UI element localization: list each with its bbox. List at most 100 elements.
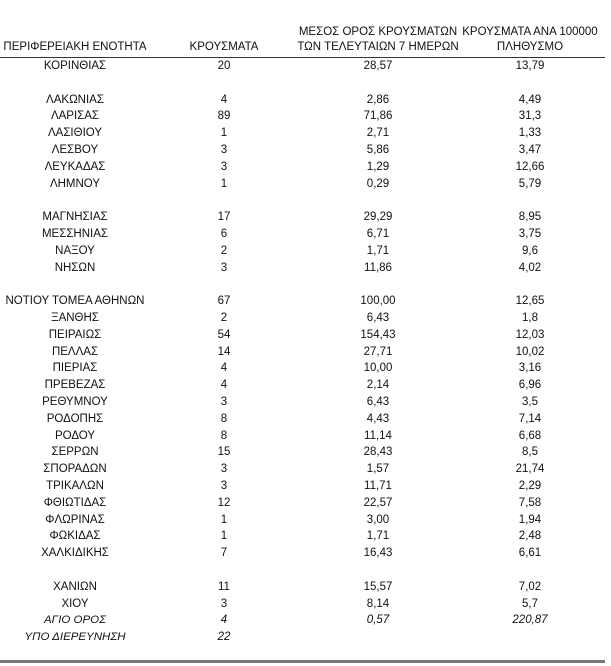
table-row: ΠΡΕΒΕΖΑΣ 4 2,14 6,96 <box>0 377 605 394</box>
avg7-cell: 8,14 <box>366 597 390 610</box>
cases-cell: 22 <box>217 631 231 644</box>
avg7-cell: 0,29 <box>366 177 390 190</box>
cases-cell: 4 <box>220 614 228 627</box>
per100k-cell: 2,29 <box>518 480 542 492</box>
table-row: ΛΕΣΒΟΥ 3 5,86 3,47 <box>0 142 605 159</box>
table-row: ΡΟΔΟΠΗΣ 8 4,43 7,14 <box>0 411 605 428</box>
avg7-cell: 11,71 <box>364 480 392 492</box>
per100k-cell: 12,65 <box>515 295 545 308</box>
region-cell: ΠΙΕΡΙΑΣ <box>52 362 98 375</box>
table-row: ΛΕΥΚΑΔΑΣ 3 1,29 12,66 <box>0 159 605 176</box>
table-row: ΦΛΩΡΙΝΑΣ 1 3,00 1,94 <box>0 512 605 529</box>
per100k-cell: 9,6 <box>522 244 538 257</box>
table-row: ΛΑΡΙΣΑΣ 89 71,86 31,3 <box>0 108 605 125</box>
table-row: ΧΙΟΥ 3 8,14 5,7 <box>0 596 605 613</box>
cases-cell: 1 <box>220 127 228 140</box>
avg7-cell: 0,57 <box>366 614 390 627</box>
cases-cell: 3 <box>220 261 228 274</box>
cases-cell: 12 <box>217 496 231 509</box>
region-cell: ΜΕΣΣΗΝΙΑΣ <box>41 228 109 240</box>
avg7-cell: 71,86 <box>363 110 393 123</box>
cases-cell: 4 <box>220 379 228 392</box>
region-cell: ΜΑΓΝΗΣΙΑΣ <box>42 211 108 224</box>
table-row: ΠΕΛΛΑΣ 14 27,71 10,02 <box>0 344 605 361</box>
region-cell: ΝΑΞΟΥ <box>55 244 95 257</box>
cases-cell: 1 <box>220 513 228 526</box>
avg7-cell: 1,29 <box>366 160 390 173</box>
per100k-cell: 21,74 <box>515 463 545 476</box>
region-cell: ΛΑΚΩΝΙΑΣ <box>46 93 104 106</box>
region-cell: ΣΕΡΡΩΝ <box>51 446 99 459</box>
region-cell: ΡΟΔΟΠΗΣ <box>46 412 104 425</box>
table-row: ΛΑΣΙΘΙΟΥ 1 2,71 1,33 <box>0 125 605 142</box>
cases-cell: 3 <box>220 160 228 173</box>
avg7-cell: 11,14 <box>364 429 392 442</box>
region-cell: ΑΓΙΟ ΟΡΟΣ <box>43 614 107 627</box>
avg7-cell: 2,71 <box>366 127 390 140</box>
table-row: ΦΘΙΩΤΙΔΑΣ 12 22,57 7,58 <box>0 495 605 512</box>
table-row: ΜΑΓΝΗΣΙΑΣ 17 29,29 8,95 <box>0 209 605 226</box>
cases-cell: 3 <box>220 463 228 476</box>
cases-cell: 14 <box>217 345 231 358</box>
per100k-cell: 2,48 <box>518 530 542 543</box>
cases-cell: 67 <box>217 295 231 308</box>
per100k-cell: 4,02 <box>518 261 542 274</box>
table-row: ΞΑΝΘΗΣ 2 6,43 1,8 <box>0 310 605 327</box>
table-row: ΣΕΡΡΩΝ 15 28,43 8,5 <box>0 444 605 461</box>
per100k-cell: 6,96 <box>518 379 542 392</box>
cases-cell: 3 <box>220 144 228 156</box>
cases-cell: 54 <box>217 328 231 341</box>
cases-cell: 11 <box>218 580 230 593</box>
per100k-cell: 6,68 <box>518 429 542 442</box>
region-cell: ΦΩΚΙΔΑΣ <box>49 530 101 543</box>
region-cell: ΦΘΙΩΤΙΔΑΣ <box>43 496 107 509</box>
region-cell: ΧΙΟΥ <box>61 597 89 610</box>
per100k-cell: 5,7 <box>522 597 538 610</box>
region-cell: ΦΛΩΡΙΝΑΣ <box>45 513 105 526</box>
avg7-cell: 1,71 <box>366 530 390 543</box>
region-cell: ΝΟΤΙΟΥ ΤΟΜΕΑ ΑΘΗΝΩΝ <box>5 295 145 308</box>
per100k-cell: 220,87 <box>512 614 548 627</box>
cases-cell: 8 <box>220 429 228 442</box>
table-row: ΜΕΣΣΗΝΙΑΣ 6 6,71 3,75 <box>0 226 605 243</box>
cases-cell: 89 <box>217 110 231 123</box>
avg7-cell: 100,00 <box>360 295 396 308</box>
avg7-cell: 5,86 <box>366 144 390 156</box>
region-cell: ΠΕΙΡΑΙΩΣ <box>48 328 102 341</box>
cases-cell: 3 <box>220 597 228 610</box>
per100k-cell: 7,14 <box>518 412 542 425</box>
region-cell: ΛΗΜΝΟΥ <box>49 177 101 190</box>
avg7-cell: 28,43 <box>363 446 393 459</box>
region-cell: ΚΟΡΙΝΘΙΑΣ <box>43 60 107 72</box>
table-row: ΛΑΚΩΝΙΑΣ 4 2,86 4,49 <box>0 92 605 109</box>
cases-cell: 1 <box>220 177 228 190</box>
avg7-cell: 6,43 <box>366 312 390 324</box>
region-cell: ΡΕΘΥΜΝΟΥ <box>42 396 108 408</box>
table-row: ΦΩΚΙΔΑΣ 1 1,71 2,48 <box>0 528 605 545</box>
avg7-cell: 6,71 <box>366 228 390 240</box>
per100k-cell: 13,79 <box>515 60 545 72</box>
region-cell: ΡΟΔΟΥ <box>54 429 96 442</box>
avg7-cell: 2,86 <box>366 93 390 106</box>
avg7-cell: 15,57 <box>363 580 393 593</box>
avg7-cell: 28,57 <box>363 60 393 72</box>
region-cell: ΛΕΣΒΟΥ <box>51 144 99 156</box>
per100k-cell: 5,79 <box>518 177 542 190</box>
table-row: ΤΡΙΚΑΛΩΝ 3 11,71 2,29 <box>0 478 605 495</box>
per100k-cell: 8,5 <box>522 446 538 459</box>
cases-cell: 3 <box>220 480 228 492</box>
region-cell: ΧΑΝΙΩΝ <box>53 580 97 593</box>
avg7-cell: 11,86 <box>364 261 392 274</box>
table-row: ΧΑΛΚΙΔΙΚΗΣ 7 16,43 6,61 <box>0 545 605 562</box>
per100k-cell: 1,8 <box>522 312 538 324</box>
avg7-cell: 6,43 <box>366 396 390 408</box>
region-cell: ΠΕΛΛΑΣ <box>51 345 99 358</box>
table-row: ΠΕΙΡΑΙΩΣ 54 154,43 12,03 <box>0 327 605 344</box>
avg7-cell: 16,43 <box>363 547 393 560</box>
region-cell: ΥΠΟ ΔΙΕΡΕΥΝΗΣΗ <box>24 631 126 644</box>
cases-cell: 2 <box>220 312 228 324</box>
avg7-cell: 10,00 <box>363 362 393 375</box>
cases-cell: 17 <box>217 211 231 224</box>
table-row: ΡΟΔΟΥ 8 11,14 6,68 <box>0 428 605 445</box>
table-row: ΥΠΟ ΔΙΕΡΕΥΝΗΣΗ 22 <box>0 629 605 646</box>
